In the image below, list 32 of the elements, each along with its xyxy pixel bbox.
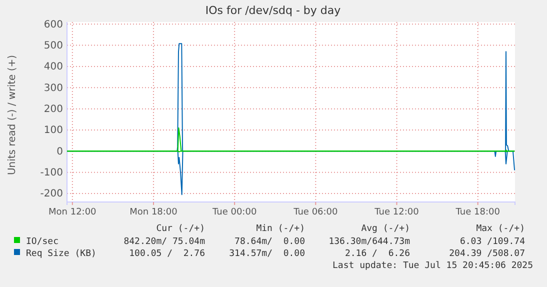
- y-axis-title: Units read (-) / write (+): [7, 54, 18, 176]
- y-tick-label: 500: [44, 40, 63, 52]
- x-tick-label: Tue 18:00: [454, 207, 500, 218]
- y-tick-label: 400: [44, 62, 63, 73]
- y-tick-label: 200: [44, 104, 63, 116]
- x-tick-label: Tue 06:00: [292, 207, 338, 218]
- x-tick-label: Mon 12:00: [48, 207, 97, 218]
- text: 78.64m/ 0.00: [234, 237, 305, 247]
- text: 100.05 / 2.76: [129, 249, 205, 259]
- legend-label: Req Size (KB): [26, 249, 96, 259]
- x-tick-label: Mon 18:00: [130, 207, 178, 218]
- x-tick-label: Tue 00:00: [211, 207, 257, 218]
- y-tick-label: -200: [40, 188, 63, 200]
- text: Last update: Tue Jul 15 20:45:06 2025: [332, 261, 533, 271]
- text: 204.39 /508.07: [449, 249, 525, 259]
- y-tick-label: 100: [44, 125, 63, 136]
- text: 2.16 / 6.26: [344, 249, 410, 259]
- text: 136.30m/644.73m: [328, 237, 410, 247]
- chart-title: IOs for /dev/sdq - by day: [205, 4, 342, 17]
- text: Cur (-/+): [156, 224, 205, 234]
- y-tick-label: -100: [40, 168, 63, 179]
- y-tick-label: 0: [56, 146, 63, 158]
- y-tick-label: 600: [44, 19, 63, 30]
- text: 314.57m/ 0.00: [229, 249, 305, 259]
- text: 842.20m/ 75.04m: [124, 237, 205, 247]
- text: Avg (-/+): [361, 224, 410, 234]
- text: Max (-/+): [476, 224, 525, 234]
- y-tick-label: 300: [44, 82, 63, 94]
- text: Min (-/+): [256, 224, 305, 234]
- text: 6.03 /109.74: [460, 237, 525, 247]
- x-tick-label: Tue 12:00: [374, 207, 420, 218]
- legend-label: IO/sec: [26, 237, 59, 247]
